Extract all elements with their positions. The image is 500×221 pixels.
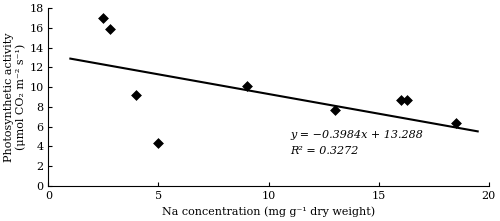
Point	[242, 84, 250, 88]
X-axis label: Na concentration (mg g⁻¹ dry weight): Na concentration (mg g⁻¹ dry weight)	[162, 206, 375, 217]
Text: R² = 0.3272: R² = 0.3272	[290, 146, 359, 156]
Point	[330, 108, 338, 112]
Point	[396, 98, 404, 102]
Point	[154, 142, 162, 145]
Point	[132, 93, 140, 97]
Y-axis label: Photosynthetic activity
(μmol CO₂ m⁻² s⁻¹): Photosynthetic activity (μmol CO₂ m⁻² s⁻…	[4, 32, 26, 162]
Point	[100, 16, 108, 20]
Text: y = −0.3984x + 13.288: y = −0.3984x + 13.288	[290, 130, 424, 139]
Point	[403, 98, 411, 102]
Point	[106, 27, 114, 31]
Point	[452, 121, 460, 124]
